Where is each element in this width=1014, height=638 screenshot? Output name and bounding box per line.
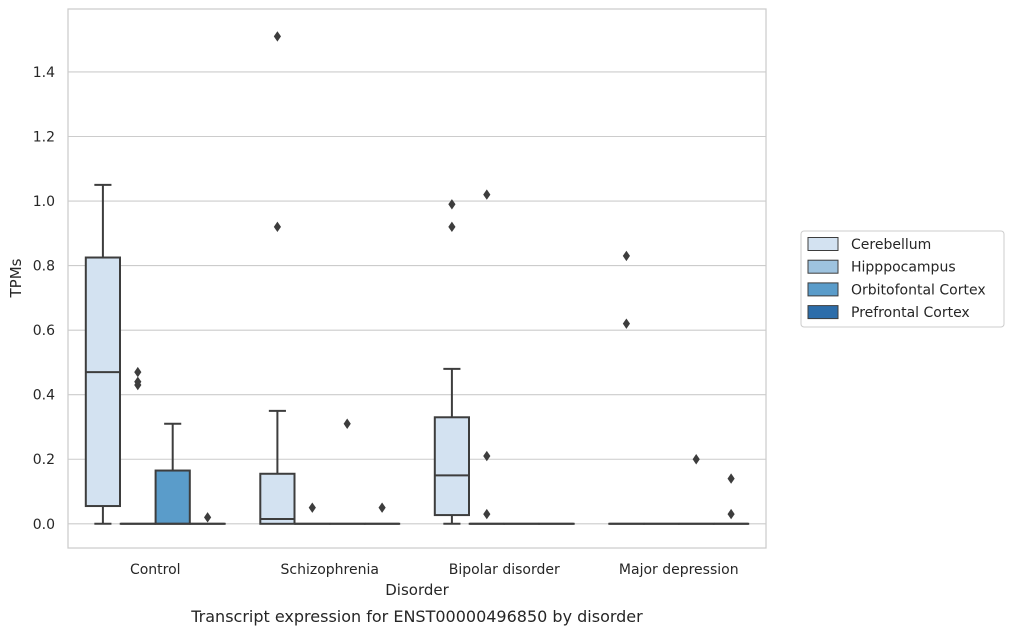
outlier-point	[274, 222, 281, 232]
legend-label: Orbitofontal Cortex	[851, 282, 986, 298]
y-tick-label: 0.4	[33, 388, 55, 404]
y-tick-label: 0.8	[33, 259, 55, 275]
y-tick-label: 0.6	[33, 323, 55, 339]
box-cerebellum	[435, 199, 469, 524]
box-cerebellum	[86, 185, 120, 524]
box-body	[86, 258, 120, 507]
legend-swatch	[808, 238, 838, 251]
legend-label: Hipppocampus	[851, 260, 956, 276]
y-tick-label: 1.0	[33, 194, 55, 210]
legend-swatch	[808, 283, 838, 296]
box-prefrontal-cortex	[365, 502, 399, 523]
outlier-point	[728, 473, 735, 483]
outlier-point	[204, 512, 211, 522]
x-tick-label: Schizophrenia	[281, 562, 379, 578]
legend-swatch	[808, 306, 838, 319]
box-prefrontal-cortex	[714, 473, 748, 523]
box-prefrontal-cortex	[190, 512, 224, 524]
x-axis-label: Disorder	[385, 581, 449, 599]
outlier-point	[728, 509, 735, 519]
box-orbitofontal-cortex	[156, 424, 190, 524]
box-body	[260, 474, 294, 524]
outlier-point	[483, 509, 490, 519]
y-axis-label: TPMs	[7, 258, 25, 298]
legend: Cerebellum Hipppocampus Orbitofontal Corte…	[801, 231, 1004, 327]
outlier-point	[448, 222, 455, 232]
outlier-point	[693, 454, 700, 464]
outlier-point	[623, 251, 630, 261]
box-orbitofontal-cortex	[679, 454, 713, 524]
box-body	[156, 471, 190, 524]
outlier-point	[309, 502, 316, 512]
outlier-point	[483, 189, 490, 199]
y-tick-label: 0.2	[33, 452, 55, 468]
y-tick-label: 1.4	[33, 65, 55, 81]
outlier-point	[379, 502, 386, 512]
box-series	[86, 31, 748, 524]
legend-label: Cerebellum	[851, 237, 931, 253]
legend-swatch	[808, 260, 838, 273]
x-tick-labels: Control Schizophrenia Bipolar disorder Majo…	[130, 562, 739, 578]
y-tick-label: 1.2	[33, 129, 55, 145]
box-hipppocampus	[295, 502, 329, 523]
chart-caption: Transcript expression for ENST0000049685…	[190, 607, 643, 626]
box-cerebellum	[609, 251, 643, 524]
outlier-point	[134, 367, 141, 377]
outlier-point	[623, 318, 630, 328]
x-tick-label: Bipolar disorder	[449, 562, 560, 578]
y-tick-label: 0.0	[33, 517, 55, 533]
box-orbitofontal-cortex	[330, 419, 364, 524]
x-tick-label: Control	[130, 562, 181, 578]
box-cerebellum	[260, 31, 294, 524]
legend-label: Prefrontal Cortex	[851, 305, 970, 321]
outlier-point	[274, 31, 281, 41]
box-hipppocampus	[470, 189, 504, 523]
box-body	[435, 417, 469, 515]
y-tick-labels: 0.0 0.2 0.4 0.6 0.8 1.0 1.2 1.4	[33, 65, 55, 533]
x-tick-label: Major depression	[619, 562, 739, 578]
outlier-point	[344, 419, 351, 429]
box-hipppocampus	[121, 367, 155, 524]
